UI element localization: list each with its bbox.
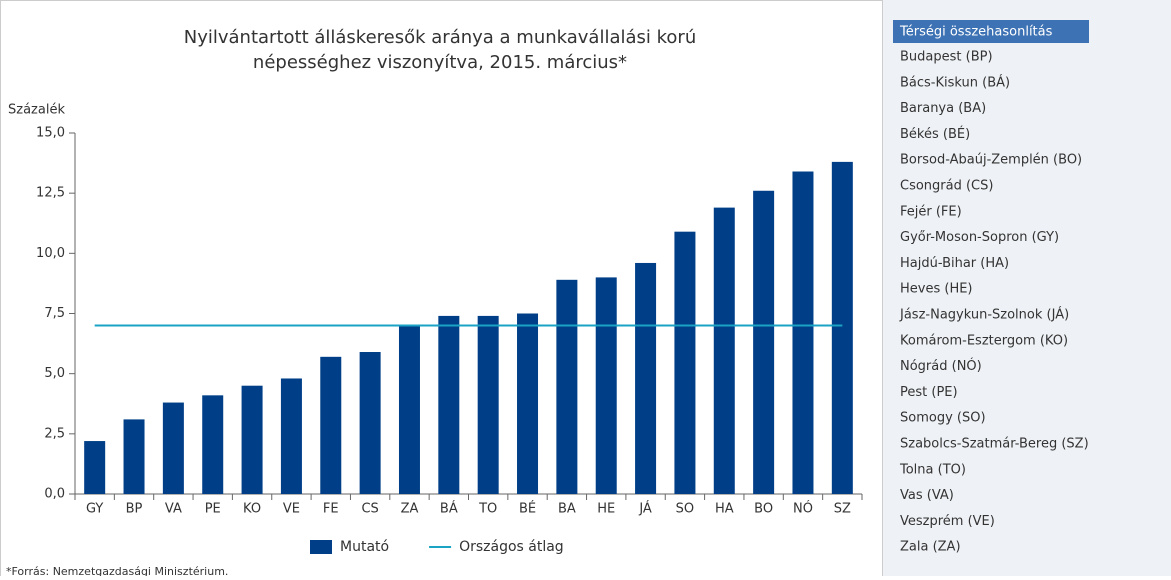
- sidebar-item[interactable]: Tolna (TO): [899, 462, 966, 477]
- bar: [320, 356, 342, 494]
- sidebar-bg: [883, 0, 1171, 576]
- sidebar-item[interactable]: Hajdú-Bihar (HA): [900, 256, 1009, 271]
- bar: [280, 378, 302, 494]
- sidebar-item[interactable]: Veszprém (VE): [900, 514, 995, 529]
- x-tick-label: SZ: [834, 502, 851, 517]
- legend-swatch: [310, 540, 332, 554]
- sidebar-header-bg: [893, 20, 1089, 43]
- x-tick-label: BP: [126, 502, 143, 517]
- y-tick-label: 10,0: [36, 246, 65, 261]
- x-tick-label: GY: [86, 502, 103, 517]
- x-tick-label: TO: [478, 502, 497, 517]
- x-tick-label: FE: [323, 502, 339, 517]
- y-tick-label: 2,5: [44, 426, 65, 441]
- x-tick-label: JÁ: [638, 501, 652, 517]
- y-tick-label: 0,0: [44, 487, 65, 502]
- sidebar-item[interactable]: Békés (BÉ): [900, 126, 970, 142]
- bar: [713, 207, 735, 494]
- x-tick-label: BÉ: [519, 501, 536, 517]
- bar: [162, 402, 184, 494]
- x-tick-label: CS: [361, 502, 378, 517]
- x-tick-label: HE: [597, 502, 615, 517]
- sidebar-item[interactable]: Somogy (SO): [900, 411, 986, 426]
- bar: [84, 441, 106, 494]
- y-tick-label: 7,5: [44, 306, 65, 321]
- bar: [477, 315, 499, 494]
- sidebar-item[interactable]: Nógrád (NÓ): [900, 358, 982, 374]
- x-tick-label: KO: [243, 502, 261, 517]
- bar: [438, 315, 460, 494]
- sidebar-item[interactable]: Baranya (BA): [900, 101, 986, 116]
- x-tick-label: PE: [205, 502, 221, 517]
- y-tick-label: 5,0: [44, 366, 65, 381]
- chart-title: Nyilvántartott álláskeresők aránya a mun…: [184, 27, 696, 48]
- sidebar-item[interactable]: Pest (PE): [900, 385, 958, 400]
- bar: [635, 262, 657, 494]
- bar: [792, 171, 814, 495]
- bar: [674, 231, 696, 494]
- x-tick-label: BÁ: [440, 501, 458, 517]
- chart-title: népességhez viszonyítva, 2015. március*: [253, 52, 627, 73]
- sidebar-item[interactable]: Szabolcs-Szatmár-Bereg (SZ): [900, 437, 1089, 452]
- x-tick-label: HA: [715, 502, 734, 517]
- x-tick-label: BO: [754, 502, 773, 517]
- sidebar-item[interactable]: Vas (VA): [900, 488, 954, 503]
- bar: [595, 277, 617, 494]
- sidebar-item[interactable]: Heves (HE): [900, 282, 973, 297]
- x-tick-label: NÓ: [793, 501, 813, 517]
- y-tick-label: 12,5: [36, 186, 65, 201]
- bar: [359, 352, 381, 494]
- sidebar-item[interactable]: Budapest (BP): [900, 50, 993, 65]
- sidebar-item[interactable]: Fejér (FE): [900, 204, 962, 219]
- x-tick-label: BA: [558, 502, 576, 517]
- sidebar-item[interactable]: Komárom-Esztergom (KO): [900, 333, 1068, 348]
- x-tick-label: SO: [676, 502, 694, 517]
- sidebar-item[interactable]: Csongrád (CS): [900, 179, 993, 194]
- bar: [202, 395, 224, 494]
- sidebar-item[interactable]: Jász-Nagykun-Szolnok (JÁ): [899, 307, 1069, 323]
- sidebar-item[interactable]: Borsod-Abaúj-Zemplén (BO): [900, 153, 1082, 168]
- x-tick-label: ZA: [401, 502, 419, 517]
- bar: [517, 313, 539, 494]
- bar: [753, 190, 775, 494]
- legend-label: Országos átlag: [459, 539, 564, 555]
- y-axis-title: Százalék: [8, 103, 65, 118]
- bar: [398, 325, 420, 494]
- footnote: *Forrás: Nemzetgazdasági Minisztérium.: [6, 565, 228, 576]
- legend-label: Mutató: [340, 539, 389, 555]
- bar: [831, 161, 853, 494]
- bar: [123, 419, 145, 494]
- bar: [241, 385, 263, 494]
- x-tick-label: VA: [165, 502, 182, 517]
- sidebar-item[interactable]: Bács-Kiskun (BÁ): [900, 74, 1010, 90]
- x-tick-label: VE: [283, 502, 300, 517]
- sidebar-item[interactable]: Győr-Moson-Sopron (GY): [900, 230, 1059, 245]
- sidebar-item[interactable]: Zala (ZA): [900, 540, 961, 555]
- sidebar-header[interactable]: Térségi összehasonlítás: [899, 25, 1053, 40]
- y-tick-label: 15,0: [36, 126, 65, 141]
- bar: [556, 279, 578, 494]
